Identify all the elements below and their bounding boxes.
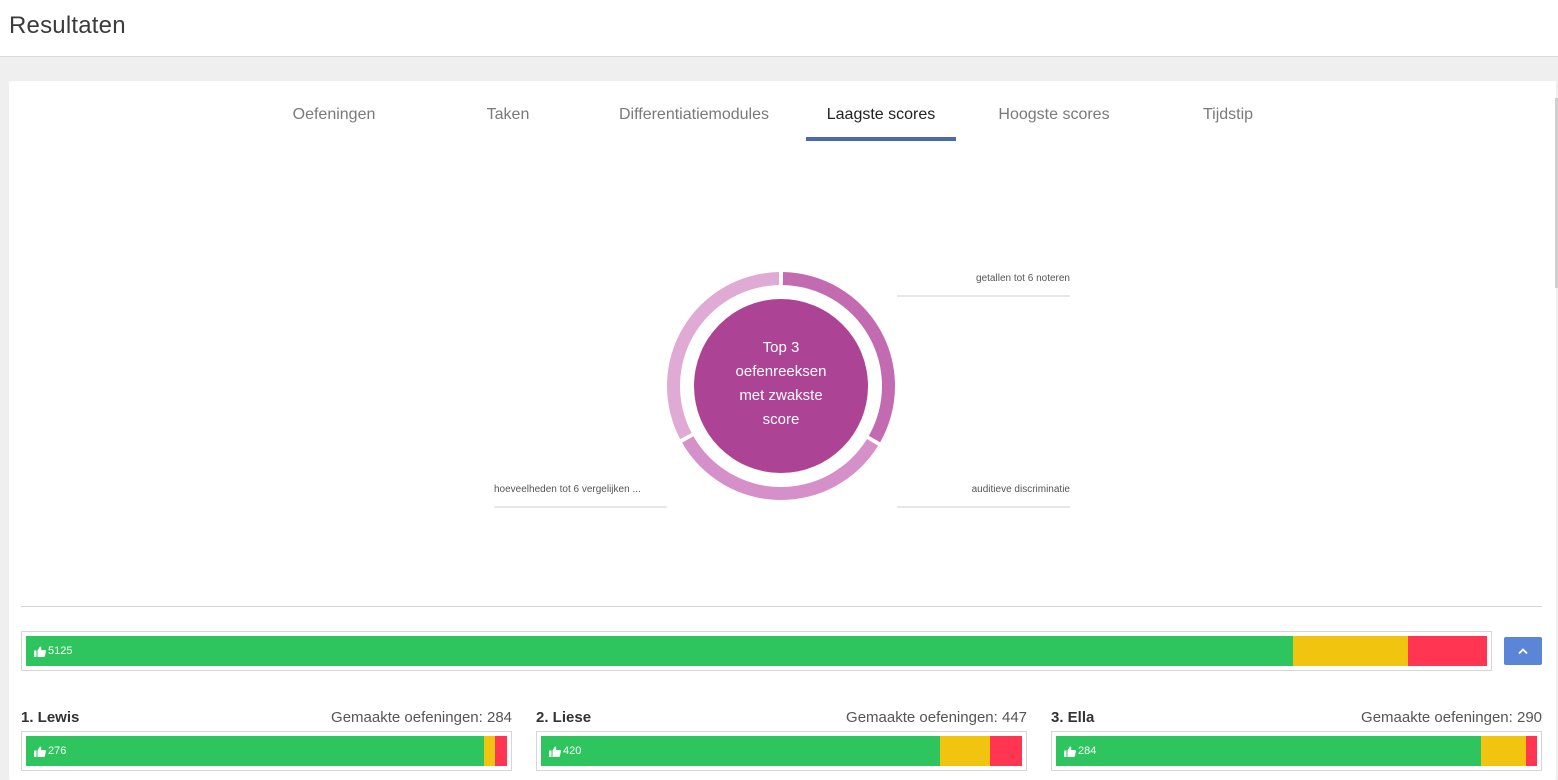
good-count-value: 420 <box>563 745 582 757</box>
scrollbar[interactable] <box>1555 98 1558 288</box>
student-made-count: Gemaakte oefeningen: 447 <box>846 709 1027 726</box>
bad-segment <box>494 736 507 766</box>
tab-taken[interactable]: Taken <box>486 106 530 123</box>
student-name: 1. Lewis <box>21 709 80 726</box>
good-count: 420 <box>549 745 581 757</box>
medium-segment <box>483 736 495 766</box>
thumbs-up-icon <box>1064 746 1076 757</box>
chevron-up-icon <box>1518 647 1528 654</box>
tab-bar: Oefeningen Taken Differentiatiemodules L… <box>0 96 1558 142</box>
student-name: 3. Ella <box>1051 709 1095 726</box>
donut-svg <box>494 272 1070 508</box>
good-segment: 284 <box>1056 736 1481 766</box>
donut-center-label: Top 3 oefenreeksen met zwakste score <box>735 339 827 428</box>
score-bar: 5125 <box>26 636 1487 666</box>
good-count: 276 <box>34 745 66 757</box>
slice-label-hoeveelheden: hoeveelheden tot 6 vergelijken ... <box>494 484 641 495</box>
thumbs-up-icon <box>549 746 561 757</box>
slice-label-getallen: getallen tot 6 noteren <box>976 273 1070 284</box>
tab-hoogste-scores[interactable]: Hoogste scores <box>998 106 1110 123</box>
good-segment: 5125 <box>26 636 1293 666</box>
medium-segment <box>1480 736 1527 766</box>
collapse-button[interactable] <box>1504 637 1542 665</box>
slice-label-auditieve: auditieve discriminatie <box>971 484 1070 495</box>
student-card-2: 2. Liese Gemaakte oefeningen: 447 420 <box>536 709 1027 771</box>
good-count-value: 284 <box>1078 745 1097 757</box>
thumbs-up-icon <box>34 646 46 657</box>
total-score-bar: 5125 <box>21 631 1492 671</box>
student-score-bar: 420 <box>536 731 1027 771</box>
student-card-1: 1. Lewis Gemaakte oefeningen: 284 276 <box>21 709 512 771</box>
good-count-value: 5125 <box>48 645 73 657</box>
student-card-3: 3. Ella Gemaakte oefeningen: 290 284 <box>1051 709 1542 771</box>
tab-tijdstip[interactable]: Tijdstip <box>1202 106 1254 123</box>
tab-differentiatiemodules[interactable]: Differentiatiemodules <box>618 106 770 123</box>
donut-slice-1[interactable] <box>782 272 895 443</box>
donut-slice-3[interactable] <box>667 272 780 440</box>
student-score-bar: 284 <box>1051 731 1542 771</box>
good-segment: 276 <box>26 736 484 766</box>
top-bar: Resultaten <box>0 0 1558 57</box>
tab-oefeningen[interactable]: Oefeningen <box>292 106 376 123</box>
student-name: 2. Liese <box>536 709 592 726</box>
section-divider <box>21 606 1542 607</box>
active-tab-indicator <box>806 137 956 141</box>
student-score-bar: 276 <box>21 731 512 771</box>
good-count: 5125 <box>34 645 72 657</box>
weakest-scores-donut: Top 3 oefenreeksen met zwakste score get… <box>480 250 1080 530</box>
thumbs-up-icon <box>34 746 46 757</box>
bad-segment <box>1408 636 1487 666</box>
good-count-value: 276 <box>48 745 67 757</box>
bad-segment <box>989 736 1022 766</box>
medium-segment <box>1292 636 1409 666</box>
good-count: 284 <box>1064 745 1096 757</box>
page-title: Resultaten <box>9 12 126 39</box>
donut-center-circle <box>694 299 868 473</box>
donut-slice-2[interactable] <box>682 436 879 500</box>
bad-segment <box>1526 736 1537 766</box>
student-made-count: Gemaakte oefeningen: 290 <box>1361 709 1542 726</box>
good-segment: 420 <box>541 736 941 766</box>
student-made-count: Gemaakte oefeningen: 284 <box>331 709 512 726</box>
medium-segment <box>940 736 990 766</box>
tab-laagste-scores[interactable]: Laagste scores <box>826 106 936 123</box>
